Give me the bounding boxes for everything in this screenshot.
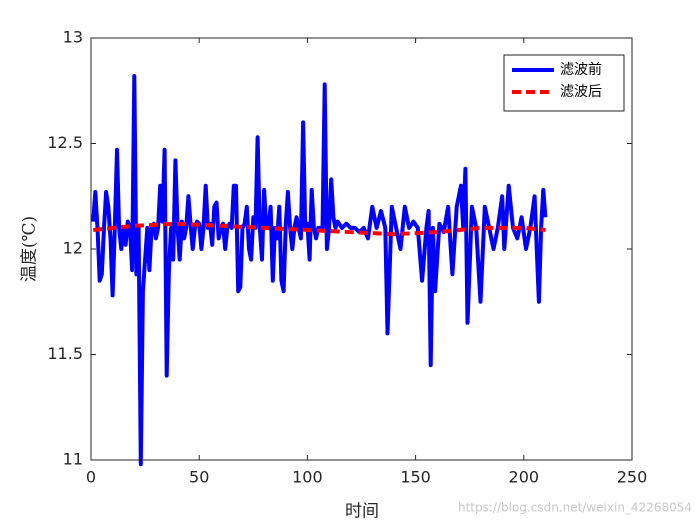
y-tick-label: 13 [63, 28, 83, 47]
data-line [92, 221, 546, 237]
y-tick-label: 11.5 [47, 344, 83, 363]
x-tick-label: 150 [400, 468, 431, 487]
y-tick-label: 12 [63, 239, 83, 258]
y-tick-label: 12.5 [47, 133, 83, 152]
y-axis-label: 温度(℃) [20, 216, 40, 282]
x-tick-label: 250 [617, 468, 648, 487]
legend-label: 滤波前 [560, 61, 602, 78]
x-axis-label: 时间 [345, 502, 379, 522]
x-tick-label: 100 [292, 468, 323, 487]
x-tick-label: 200 [509, 468, 540, 487]
legend-box [503, 54, 625, 112]
x-tick-label: 0 [86, 468, 96, 487]
y-tick-label: 11 [63, 450, 83, 469]
legend-label: 滤波后 [560, 84, 602, 100]
watermark: https://blog.csdn.net/weixin_42268054 [458, 501, 692, 515]
x-tick-label: 50 [189, 468, 209, 487]
